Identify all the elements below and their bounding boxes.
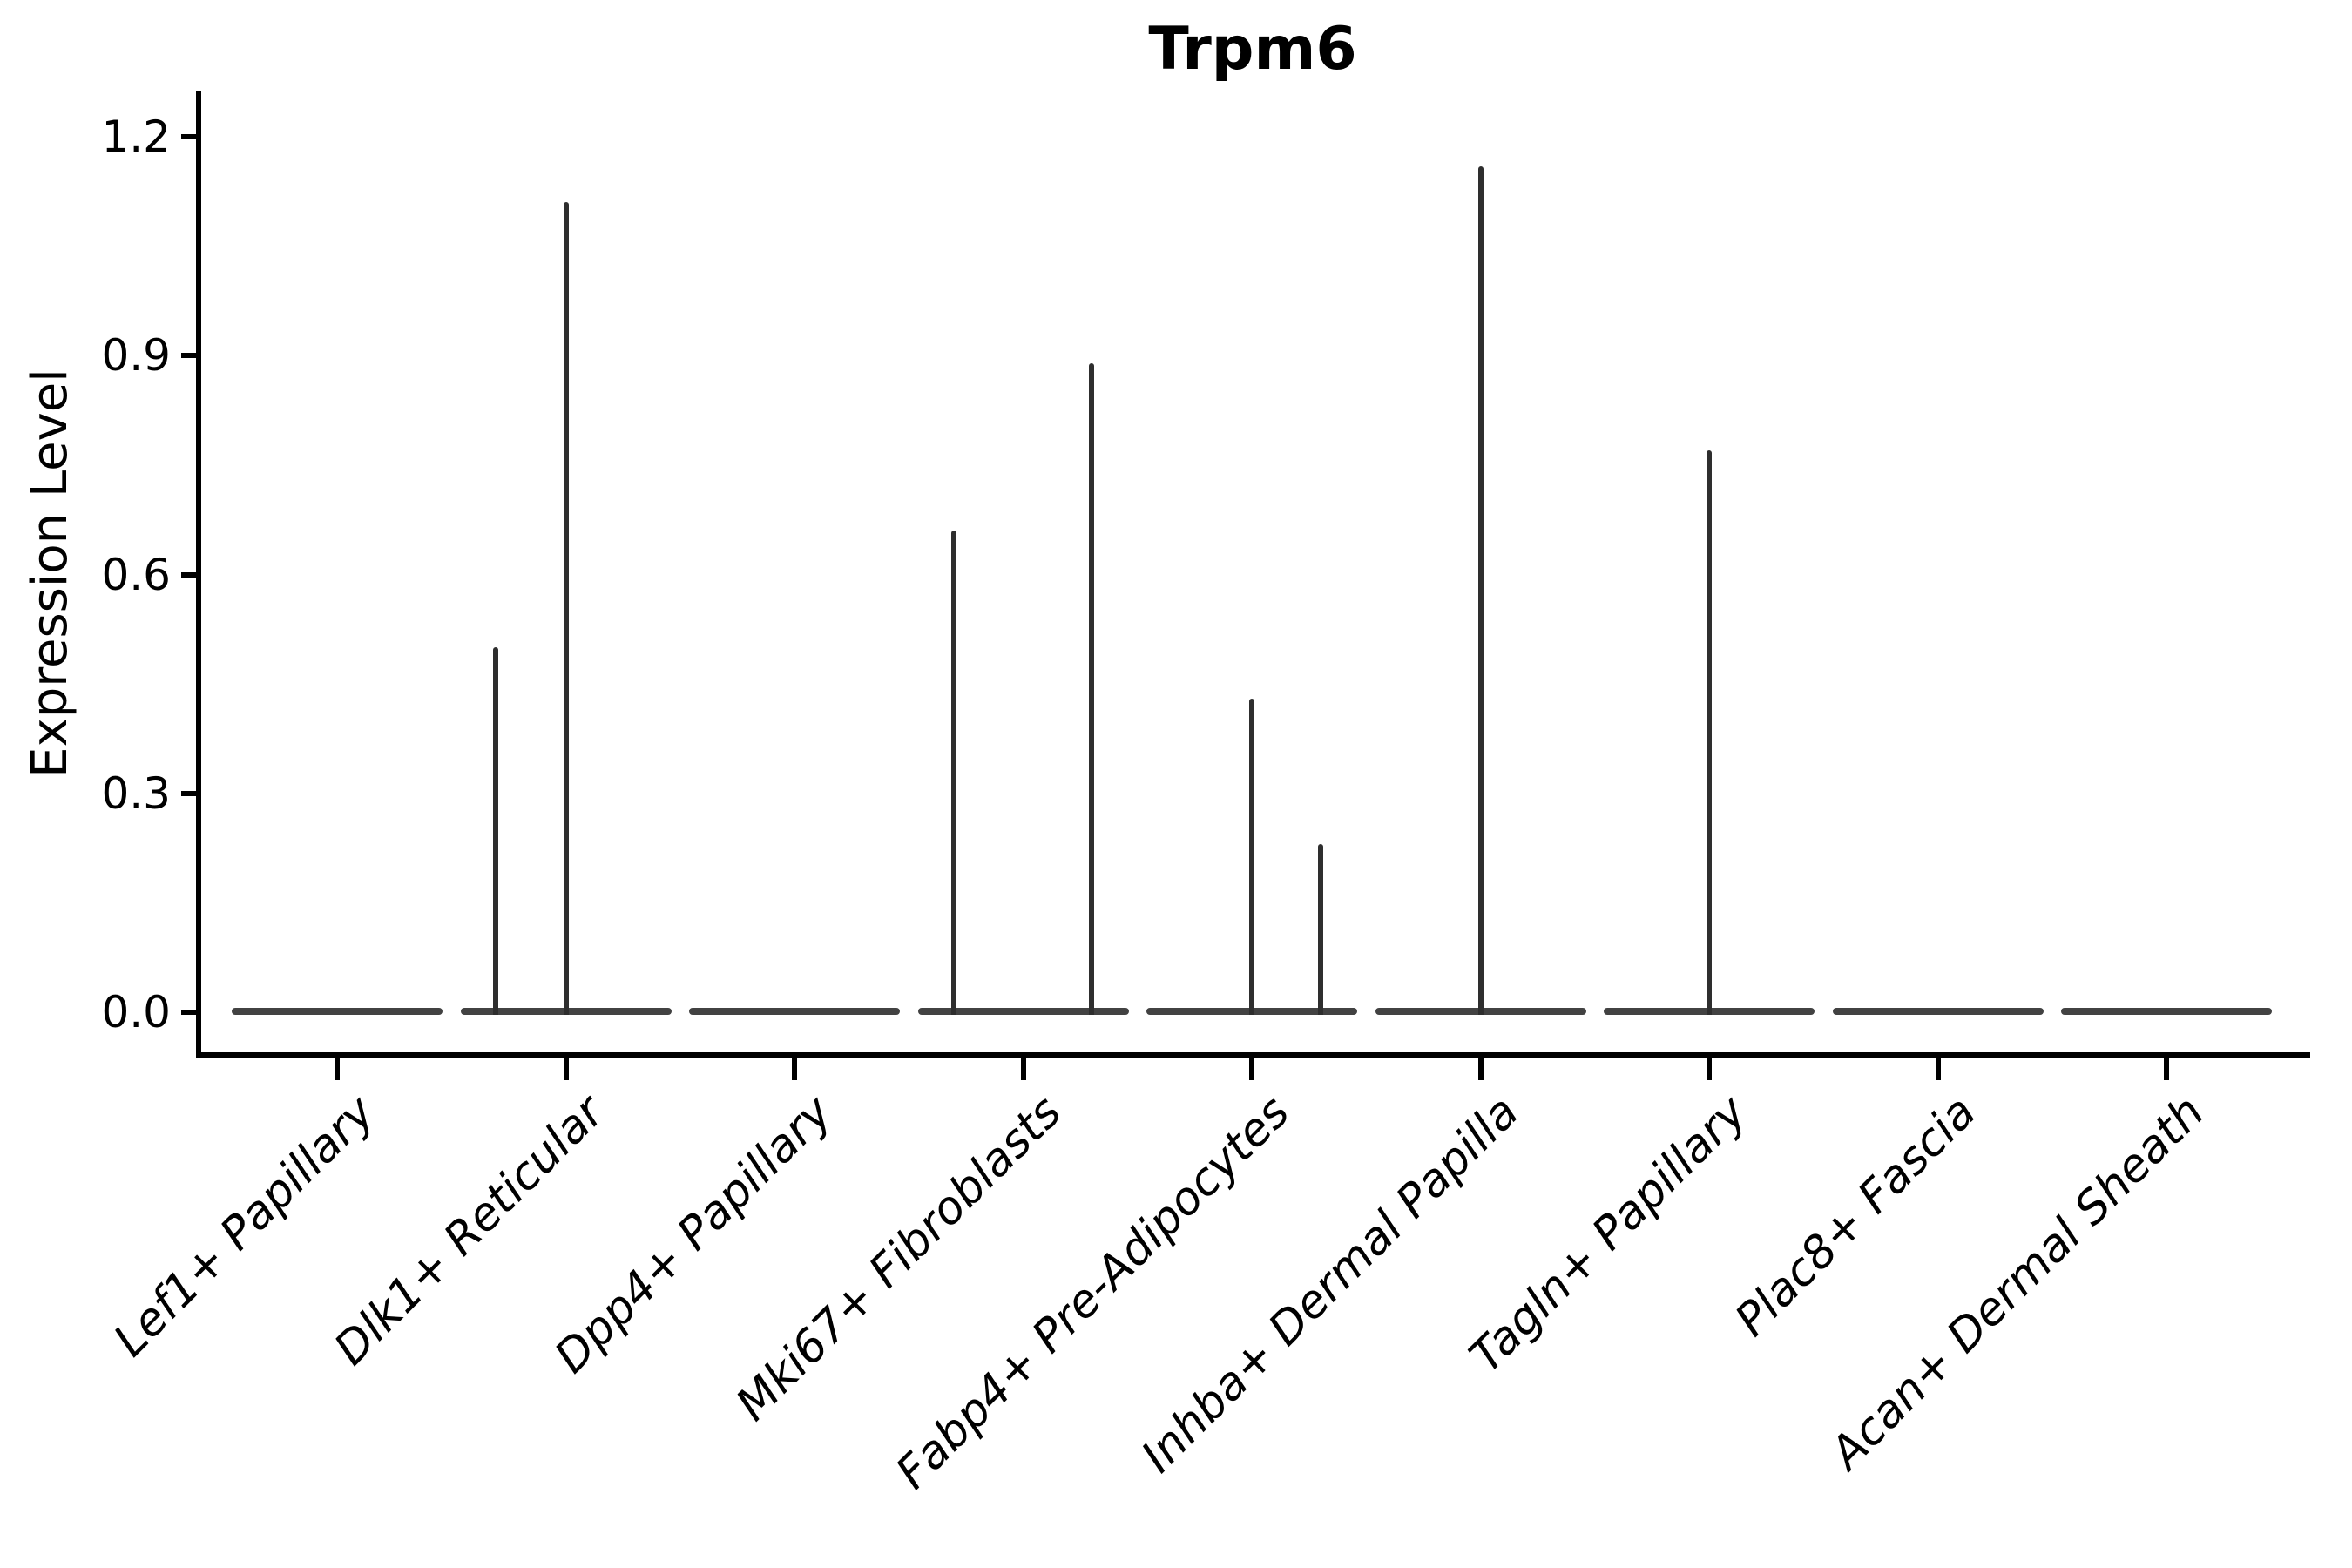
x-axis-spine [196, 1052, 2310, 1058]
x-tick-label: Inhba+ Dermal Papilla [1131, 1085, 1529, 1484]
violin-density-spike [1318, 844, 1323, 1015]
x-tick-mark [335, 1058, 340, 1080]
violin-baseline [1832, 1008, 2044, 1015]
violin-density-spike [1088, 362, 1094, 1015]
x-tick-mark [2164, 1058, 2169, 1080]
y-tick-label: 0.3 [101, 767, 171, 819]
x-tick-mark [563, 1058, 569, 1080]
y-tick-label: 0.0 [101, 987, 171, 1037]
violin-baseline [917, 1008, 1129, 1015]
y-tick-mark [181, 1010, 196, 1015]
x-tick-label: Tagln+ Papillary [1459, 1085, 1758, 1383]
violin-density-spike [563, 202, 569, 1015]
x-tick-mark [1477, 1058, 1484, 1080]
y-tick-label: 0.9 [101, 330, 171, 382]
y-tick-mark [181, 571, 196, 578]
x-tick-label: Dlk1+ Reticular [324, 1085, 614, 1375]
x-tick-label: Plac8+ Fascia [1725, 1085, 1986, 1347]
x-tick-mark [1249, 1058, 1254, 1080]
x-tick-label: Mki67+ Fibroblasts [726, 1085, 1071, 1431]
x-tick-label: Dpp4+ Papillary [544, 1085, 843, 1384]
x-tick-mark [1935, 1058, 1941, 1080]
violin-density-spike [492, 647, 498, 1015]
y-axis-spine [196, 91, 201, 1057]
chart-title: Trpm6 [1148, 15, 1357, 84]
x-tick-mark [1707, 1058, 1712, 1080]
violin-density-spike [1477, 166, 1484, 1015]
x-tick-mark [1020, 1058, 1026, 1080]
y-tick-mark [181, 134, 196, 139]
y-tick-mark [181, 353, 196, 359]
x-tick-mark [792, 1058, 797, 1080]
y-tick-label: 1.2 [101, 112, 171, 162]
y-tick-mark [181, 790, 196, 796]
x-tick-label: Acan+ Dermal Sheath [1821, 1085, 2215, 1480]
violin-density-spike [1707, 450, 1712, 1015]
violin-density-spike [950, 531, 956, 1015]
violin-baseline [232, 1008, 443, 1015]
violin-baseline [689, 1008, 900, 1015]
x-tick-label: Fabp4+ Pre-Adipocytes [886, 1085, 1301, 1500]
violin-baseline [2061, 1008, 2272, 1015]
y-tick-label: 0.6 [101, 549, 171, 600]
violin-density-spike [1249, 698, 1254, 1015]
